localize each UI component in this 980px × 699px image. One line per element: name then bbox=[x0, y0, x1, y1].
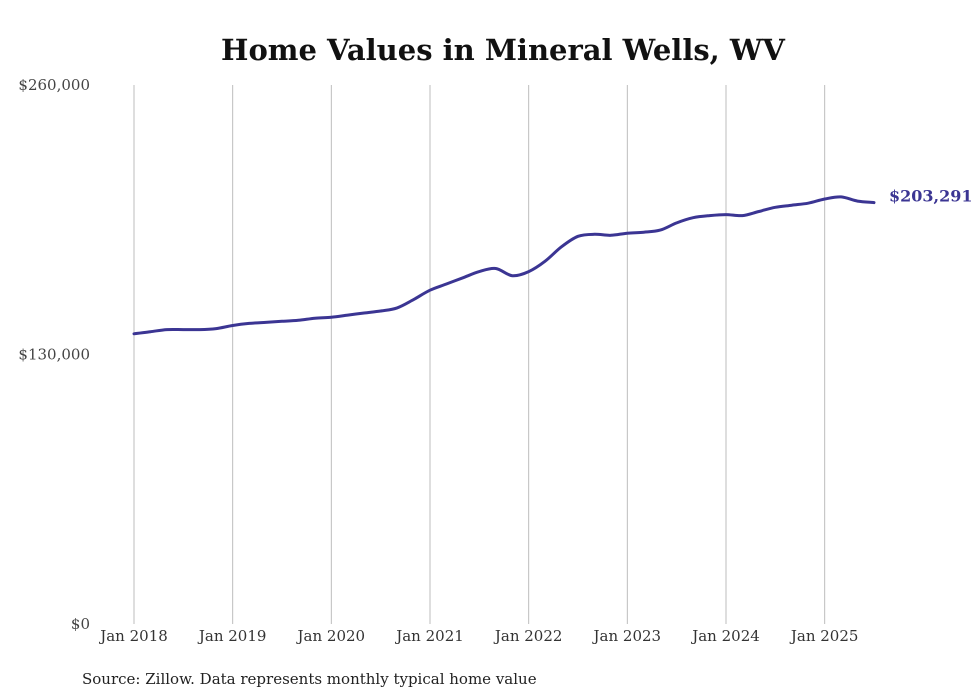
x-tick-label: Jan 2019 bbox=[197, 627, 267, 645]
y-tick-label: $130,000 bbox=[18, 346, 90, 364]
y-axis-ticks: $0 $130,000 $260,000 bbox=[18, 76, 90, 633]
x-tick-label: Jan 2025 bbox=[789, 627, 859, 645]
gridlines bbox=[133, 85, 826, 624]
x-tick-label: Jan 2018 bbox=[98, 627, 168, 645]
y-tick-label: $260,000 bbox=[18, 76, 90, 94]
x-tick-label: Jan 2023 bbox=[592, 627, 662, 645]
x-tick-label: Jan 2022 bbox=[493, 627, 563, 645]
x-axis-ticks: Jan 2018 Jan 2019 Jan 2020 Jan 2021 Jan 2022… bbox=[98, 627, 858, 645]
x-tick-label: Jan 2021 bbox=[394, 627, 464, 645]
chart-title: Home Values in Mineral Wells, WV bbox=[221, 33, 785, 67]
series-line bbox=[132, 195, 876, 336]
end-value-label: $203,291 bbox=[889, 187, 973, 206]
x-tick-label: Jan 2020 bbox=[296, 627, 366, 645]
x-tick-label: Jan 2024 bbox=[690, 627, 760, 645]
y-tick-label: $0 bbox=[71, 615, 90, 633]
series-layer: $203,291 bbox=[132, 187, 973, 336]
source-note: Source: Zillow. Data represents monthly … bbox=[82, 670, 537, 688]
